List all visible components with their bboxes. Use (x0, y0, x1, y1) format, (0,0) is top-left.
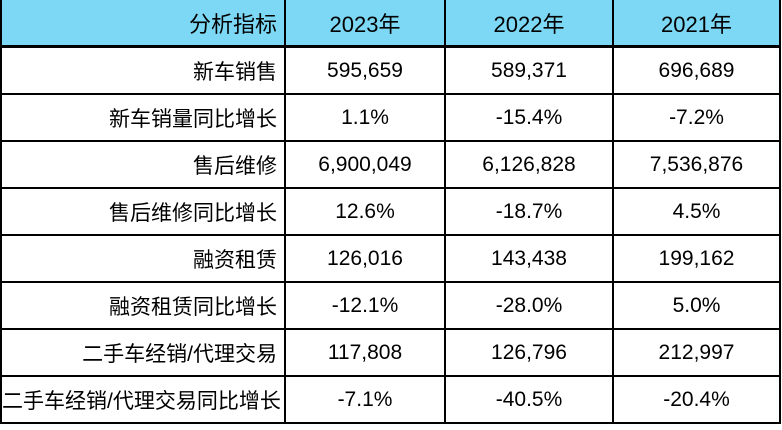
cell-value: 1.1% (284, 93, 446, 142)
cell-value: 12.6% (284, 187, 446, 236)
header-analysis-metric: 分析指标 (0, 0, 286, 48)
table-row-used-car-trading-yoy: 二手车经销/代理交易同比增长 -7.1% -40.5% -20.4% (0, 375, 781, 424)
row-label: 融资租赁 (0, 234, 286, 283)
header-year-2023: 2023年 (284, 0, 446, 48)
table-row-aftersales-service-yoy: 售后维修同比增长 12.6% -18.7% 4.5% (0, 187, 781, 236)
cell-value: 6,126,828 (444, 140, 614, 189)
row-label: 二手车经销/代理交易同比增长 (0, 375, 286, 424)
cell-value: 589,371 (444, 45, 614, 95)
cell-value: 4.5% (612, 187, 781, 236)
table-row-finance-leasing: 融资租赁 126,016 143,438 199,162 (0, 234, 781, 283)
cell-value: 126,016 (284, 234, 446, 283)
cell-value: 117,808 (284, 328, 446, 377)
cell-value: -18.7% (444, 187, 614, 236)
row-label: 售后维修同比增长 (0, 187, 286, 236)
header-row: 分析指标 2023年 2022年 2021年 (0, 0, 781, 48)
row-label: 融资租赁同比增长 (0, 281, 286, 330)
table-row-aftersales-service: 售后维修 6,900,049 6,126,828 7,536,876 (0, 140, 781, 189)
cell-value: -7.1% (284, 375, 446, 424)
cell-value: -12.1% (284, 281, 446, 330)
row-label: 新车销售 (0, 45, 286, 95)
cell-value: 199,162 (612, 234, 781, 283)
header-year-2021: 2021年 (612, 0, 781, 48)
header-year-2022: 2022年 (444, 0, 614, 48)
cell-value: 6,900,049 (284, 140, 446, 189)
table-row-new-car-sales-yoy: 新车销量同比增长 1.1% -15.4% -7.2% (0, 93, 781, 142)
row-label: 新车销量同比增长 (0, 93, 286, 142)
table-row-used-car-trading: 二手车经销/代理交易 117,808 126,796 212,997 (0, 328, 781, 377)
row-label: 二手车经销/代理交易 (0, 328, 286, 377)
cell-value: 696,689 (612, 45, 781, 95)
row-label: 售后维修 (0, 140, 286, 189)
cell-value: 5.0% (612, 281, 781, 330)
cell-value: -15.4% (444, 93, 614, 142)
cell-value: 595,659 (284, 45, 446, 95)
cell-value: 126,796 (444, 328, 614, 377)
cell-value: -20.4% (612, 375, 781, 424)
cell-value: 7,536,876 (612, 140, 781, 189)
table-row-new-car-sales: 新车销售 595,659 589,371 696,689 (0, 45, 781, 95)
table-row-finance-leasing-yoy: 融资租赁同比增长 -12.1% -28.0% 5.0% (0, 281, 781, 330)
cell-value: 143,438 (444, 234, 614, 283)
cell-value: -28.0% (444, 281, 614, 330)
cell-value: -7.2% (612, 93, 781, 142)
cell-value: -40.5% (444, 375, 614, 424)
cell-value: 212,997 (612, 328, 781, 377)
